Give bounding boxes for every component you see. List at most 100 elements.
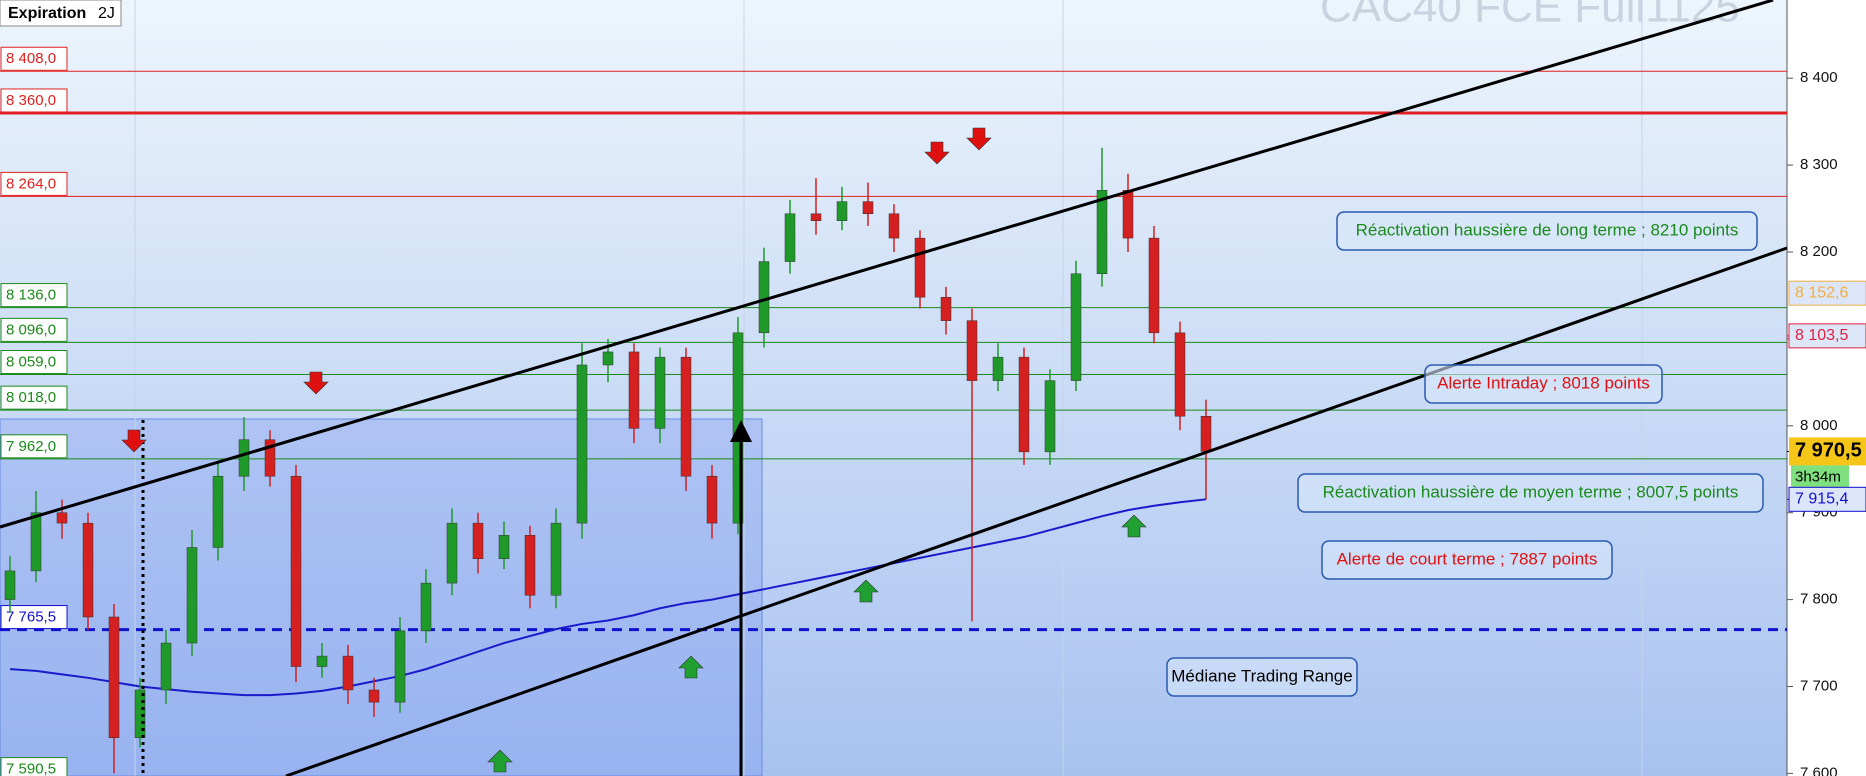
- price-tag: 8 152,6: [1795, 284, 1848, 301]
- candle-body: [290, 475, 302, 667]
- level-label: 8 360,0: [6, 92, 56, 109]
- up-arrow: [1121, 514, 1147, 538]
- y-tick-label: 7 700: [1800, 677, 1838, 694]
- range-arrow-head: [730, 420, 752, 442]
- candle-body: [914, 237, 926, 298]
- candle-body: [862, 201, 874, 215]
- candle-body: [1096, 190, 1108, 274]
- candle-body: [576, 364, 588, 524]
- candle-body: [264, 439, 276, 477]
- down-arrow: [303, 371, 329, 395]
- channel-lower: [285, 246, 1788, 776]
- candle-body: [810, 213, 822, 221]
- y-tick-label: 8 400: [1800, 69, 1838, 86]
- candle-body: [56, 512, 68, 524]
- down-arrow: [924, 141, 950, 165]
- title-box: [0, 0, 122, 27]
- current-price: 7 970,5: [1795, 440, 1862, 462]
- candle-body: [134, 689, 146, 739]
- level-label-box: [0, 171, 68, 196]
- level-label: 8 096,0: [6, 321, 56, 338]
- title-value: 2J: [98, 5, 115, 22]
- candle-body: [30, 512, 42, 572]
- annotation-box: [1321, 540, 1613, 580]
- annotation-text: Réactivation haussière de moyen terme ; …: [1323, 482, 1739, 501]
- candle-body: [420, 582, 432, 632]
- price-tag: 7 915,4: [1795, 491, 1848, 508]
- level-label: 7 765,5: [6, 609, 56, 626]
- countdown-box: [1791, 465, 1849, 490]
- candle-body: [212, 475, 224, 548]
- candle-body: [472, 522, 484, 560]
- level-label-box: [0, 757, 68, 776]
- candle-body: [1174, 332, 1186, 417]
- candle-body: [238, 439, 250, 477]
- candle-body: [654, 356, 666, 429]
- y-tick-label: 8 300: [1800, 156, 1838, 173]
- level-label-box: [0, 283, 68, 308]
- level-label-box: [0, 605, 68, 630]
- axis-background: [1787, 0, 1866, 776]
- candle-body: [446, 522, 458, 584]
- candle-body: [4, 570, 16, 600]
- annotation-box: [1336, 211, 1758, 251]
- candle-body: [784, 213, 796, 262]
- level-label-box: [0, 46, 68, 71]
- annotation-text: Alerte Intraday ; 8018 points: [1437, 373, 1650, 392]
- down-arrow: [121, 429, 147, 453]
- candle-body: [160, 642, 172, 691]
- down-arrow: [966, 127, 992, 151]
- candle-body: [1070, 273, 1082, 381]
- y-tick-label: 8 000: [1800, 417, 1838, 434]
- candle-body: [836, 201, 848, 221]
- candle-body: [82, 522, 94, 618]
- countdown: 3h34m: [1795, 468, 1841, 485]
- level-label: 8 059,0: [6, 353, 56, 370]
- candle-body: [1148, 237, 1160, 334]
- up-arrow: [853, 579, 879, 603]
- current-price-box: [1789, 437, 1866, 466]
- annotation-text: Réactivation haussière de long terme ; 8…: [1356, 220, 1739, 239]
- candle-body: [758, 261, 770, 334]
- channel-upper: [0, 0, 1774, 529]
- price-tag-box: [1788, 280, 1866, 306]
- candle-body: [940, 296, 952, 321]
- level-label: 8 136,0: [6, 287, 56, 304]
- candle-body: [342, 655, 354, 691]
- candle-body: [1044, 380, 1056, 453]
- annotation-box: [1297, 473, 1764, 513]
- annotations: Réactivation haussière de long terme ; 8…: [1166, 211, 1764, 697]
- annotation-box: [1424, 364, 1663, 404]
- candle-body: [368, 689, 380, 703]
- level-label: 7 962,0: [6, 438, 56, 455]
- price-tag: 8 103,5: [1795, 327, 1848, 344]
- level-label-box: [0, 317, 68, 342]
- level-label: 8 408,0: [6, 50, 56, 67]
- level-label-box: [0, 88, 68, 113]
- y-tick-label: 7 600: [1800, 764, 1838, 776]
- moving-average: [9, 498, 1207, 697]
- candle-body: [1200, 415, 1212, 452]
- candle-body: [316, 655, 328, 667]
- candle-body: [524, 535, 536, 596]
- level-label-box: [0, 434, 68, 459]
- candle-body: [550, 522, 562, 596]
- watermark: CAC40 FCE Full1125: [1320, 0, 1740, 32]
- candle-body: [1018, 356, 1030, 453]
- candle-body: [186, 547, 198, 644]
- candle-body: [680, 356, 692, 477]
- y-tick-label: 8 200: [1800, 243, 1838, 260]
- signal-arrows: [121, 127, 1147, 773]
- title: Expiration: [8, 5, 86, 22]
- annotation-text: Alerte de court terme ; 7887 points: [1337, 549, 1598, 568]
- level-label: 8 018,0: [6, 389, 56, 406]
- level-label-box: [0, 350, 68, 375]
- candle-body: [1122, 190, 1134, 239]
- candle-body: [602, 351, 614, 366]
- annotation-text: Médiane Trading Range: [1171, 666, 1352, 685]
- candle-body: [966, 320, 978, 381]
- up-arrow: [678, 655, 704, 679]
